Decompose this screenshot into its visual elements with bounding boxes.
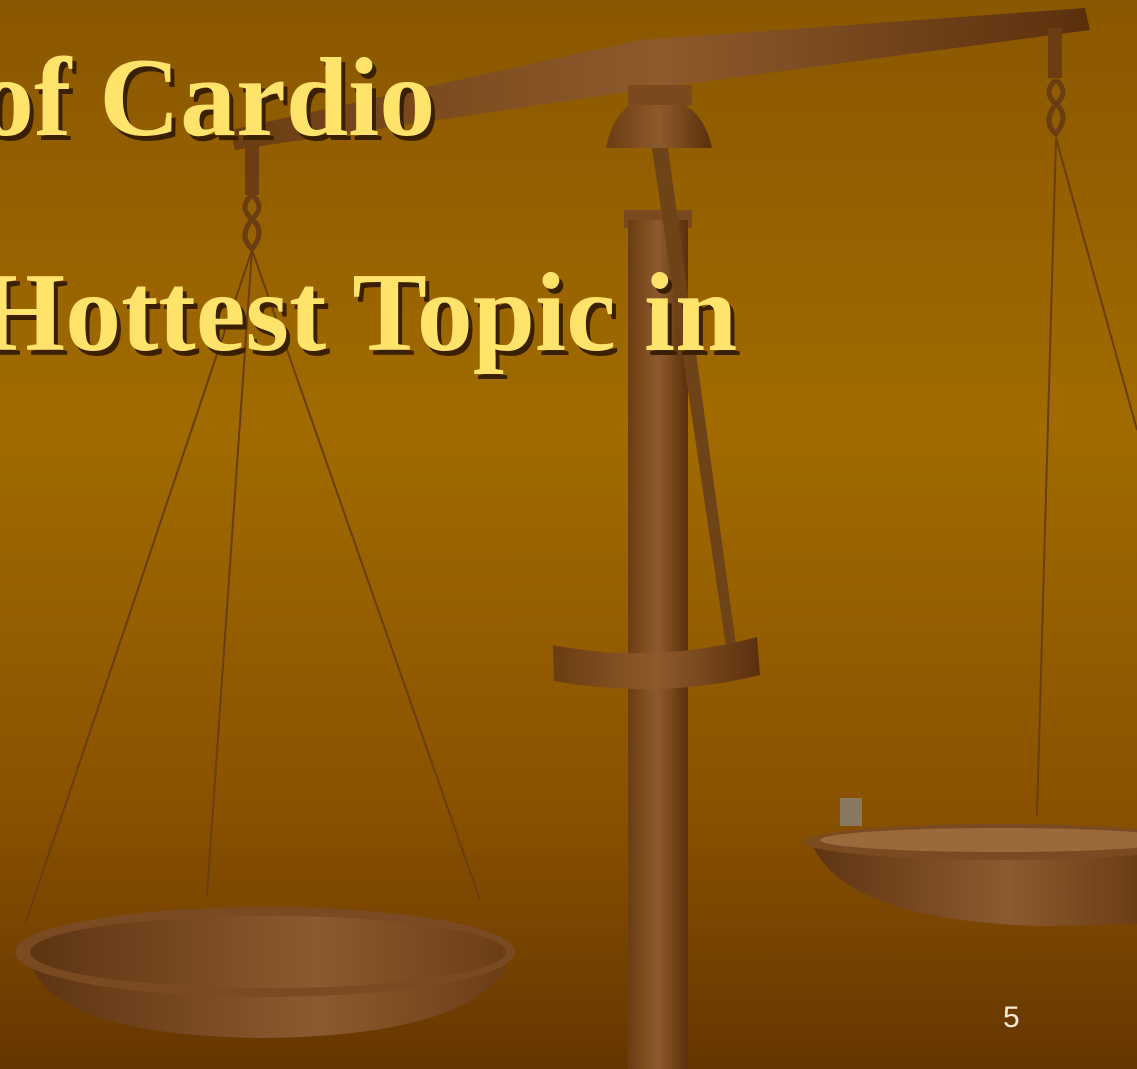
page-number: 5: [1003, 1001, 1020, 1034]
title-line: Hottest Topic in: [0, 251, 737, 375]
slide: of Cardio of Cardio Hottest Topic in Hot…: [0, 0, 1137, 1069]
title-line: of Cardio: [0, 36, 435, 160]
page: {"slide": {"title_lines": ["of Cardio", …: [0, 0, 1137, 1069]
